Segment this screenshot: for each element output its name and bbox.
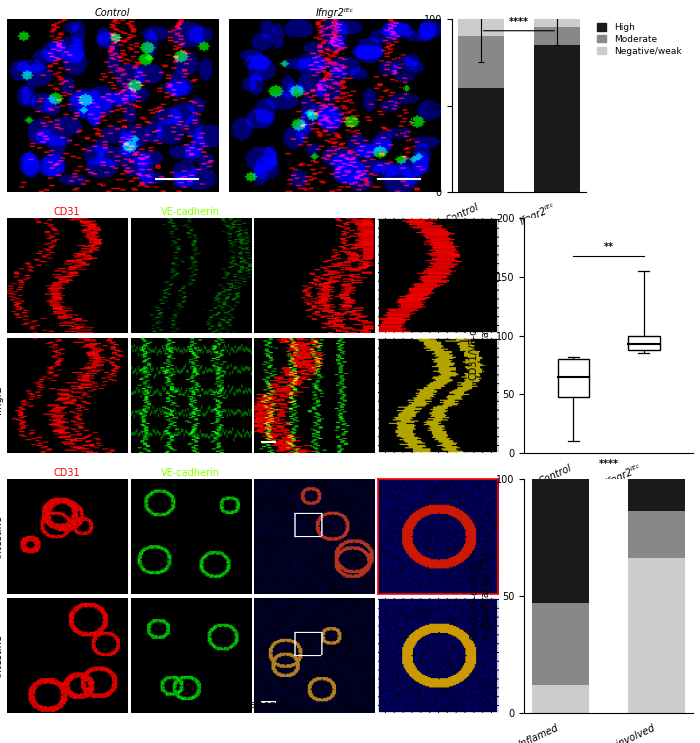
Title: Merge: Merge	[299, 468, 330, 478]
Bar	[628, 559, 685, 713]
Bar	[458, 19, 503, 36]
Text: **: **	[603, 242, 614, 252]
Y-axis label: Vessel coverage with
α-SMA⁺ cells (%): Vessel coverage with α-SMA⁺ cells (%)	[396, 54, 418, 157]
Legend: High, Moderate, Negative/weak: High, Moderate, Negative/weak	[597, 23, 681, 56]
Text: ****: ****	[509, 17, 529, 27]
Bar	[558, 359, 589, 397]
Y-axis label: Ifngr2ᴵᴱᶜ: Ifngr2ᴵᴱᶜ	[0, 376, 3, 415]
Text: B: B	[7, 244, 19, 259]
Bar	[532, 603, 589, 685]
Bar	[534, 45, 580, 192]
Bar	[458, 36, 503, 88]
Y-axis label: Inflamed
intestine: Inflamed intestine	[0, 515, 3, 557]
Title: CD31: CD31	[54, 468, 80, 478]
Title: VE-cadherin: VE-cadherin	[161, 207, 220, 218]
Y-axis label: $\alpha$-SMA/CD31/DRAQ5: $\alpha$-SMA/CD31/DRAQ5	[0, 66, 4, 145]
Bar	[534, 27, 580, 45]
Title: Ifngr2ᴵᴱᶜ: Ifngr2ᴵᴱᶜ	[316, 7, 354, 18]
Text: A: A	[7, 21, 19, 36]
Y-axis label: Control: Control	[0, 258, 3, 293]
Bar	[534, 19, 580, 27]
Title: Control: Control	[95, 7, 130, 18]
Bar	[628, 478, 685, 511]
Y-axis label: Uninvolved
intestine: Uninvolved intestine	[0, 629, 3, 683]
Bar	[532, 685, 589, 713]
Bar	[532, 478, 589, 603]
Y-axis label: CD31/VE-cadherin
colocalization (%): CD31/VE-cadherin colocalization (%)	[469, 291, 491, 380]
Y-axis label: CD31/VE-cadherin
colocalization (%): CD31/VE-cadherin colocalization (%)	[469, 551, 491, 640]
Text: ****: ****	[598, 459, 619, 469]
Title: VE-cadherin: VE-cadherin	[161, 468, 220, 478]
Bar	[458, 88, 503, 192]
Text: Human IBD patient: Human IBD patient	[181, 700, 281, 710]
Bar	[628, 336, 659, 350]
Bar	[628, 511, 685, 559]
Text: C: C	[7, 492, 18, 507]
Title: CD31: CD31	[54, 207, 80, 218]
Title: Merge: Merge	[299, 207, 330, 218]
